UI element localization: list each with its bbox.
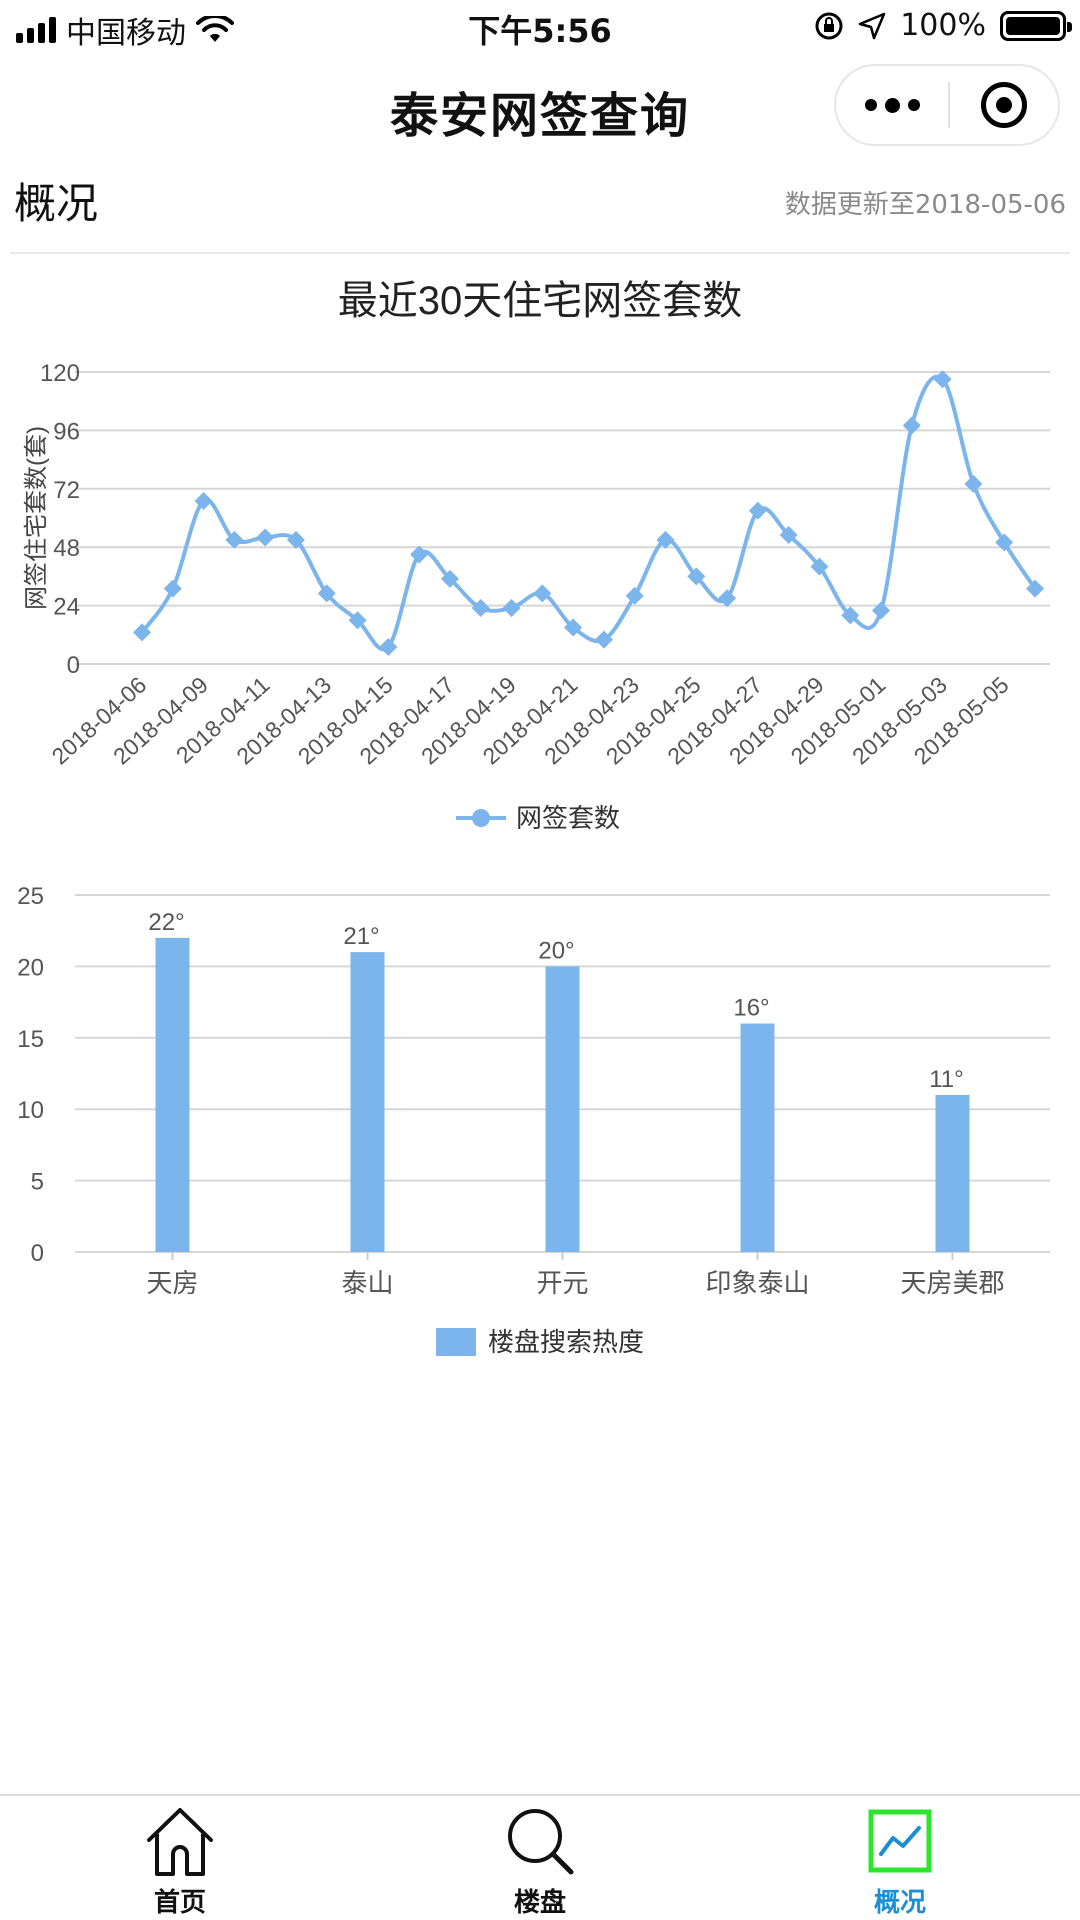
y-tick-label: 120 — [40, 360, 80, 387]
more-button[interactable] — [836, 66, 948, 144]
data-point — [964, 474, 983, 493]
data-point — [440, 569, 459, 588]
x-tick-label: 开元 — [536, 1268, 588, 1298]
x-tick-label: 泰山 — [341, 1268, 393, 1298]
legend-swatch — [436, 1328, 476, 1356]
bar — [155, 937, 190, 1252]
series-line-网签套数 — [140, 374, 1037, 652]
page-title: 泰安网签查询 — [389, 88, 690, 144]
y-tick-label: 48 — [53, 535, 80, 562]
overview-header: 概况 数据更新至2018-05-06 — [0, 160, 1080, 252]
search-icon — [508, 1809, 574, 1875]
y-tick-label: 24 — [53, 594, 80, 621]
data-point — [779, 526, 798, 545]
tab-home-label: 首页 — [153, 1888, 206, 1918]
y-tick-label: 25 — [17, 883, 44, 910]
line-chart: 最近30天住宅网签套数024487296120网签住宅套数(套)2018-04-… — [23, 279, 1050, 833]
signal-icon — [16, 17, 56, 43]
bar-chart: 0 5 10 15 20 25 22° 天房 21° 泰山 20° 开元 16° 印象泰山 11° 天房美郡楼… — [17, 883, 1050, 1357]
data-point — [718, 589, 737, 608]
updated-label: 数据更新至2018-05-06 — [784, 190, 1066, 220]
status-left: 中国移动 — [16, 8, 234, 52]
data-point — [194, 491, 213, 510]
data-point — [379, 637, 398, 656]
home-icon — [147, 1808, 213, 1876]
y-tick-label: 96 — [53, 418, 80, 445]
bar-data-label: 22° — [148, 909, 184, 936]
data-point — [502, 599, 521, 618]
data-point — [533, 584, 552, 603]
data-point — [256, 528, 275, 547]
tab-overview[interactable]: 概况 — [720, 1796, 1080, 1920]
battery-icon — [1000, 10, 1072, 41]
data-point — [594, 630, 613, 649]
tab-buildings[interactable]: 楼盘 — [360, 1796, 720, 1920]
y-tick-label: 0 — [31, 1240, 44, 1267]
legend-label: 网签套数 — [516, 803, 620, 833]
bar-data-label: 21° — [343, 923, 379, 950]
x-tick-label: 天房美郡 — [900, 1268, 1004, 1298]
carrier-label: 中国移动 — [66, 16, 186, 51]
data-point — [348, 611, 367, 630]
data-point — [748, 501, 767, 520]
bar — [545, 966, 580, 1252]
x-tick-label: 印象泰山 — [705, 1268, 809, 1298]
data-point — [656, 530, 675, 549]
data-point — [933, 370, 952, 389]
tab-bar: 首页 楼盘 概况 — [0, 1794, 1080, 1920]
x-tick-label: 天房 — [146, 1268, 198, 1298]
data-point — [317, 584, 336, 603]
line-chart-title: 最近30天住宅网签套数 — [338, 279, 743, 323]
data-point — [687, 567, 706, 586]
data-point — [902, 416, 921, 435]
data-point — [1026, 579, 1044, 598]
close-target-icon — [981, 82, 1027, 128]
nav-bar: 泰安网签查询 — [0, 54, 1080, 154]
wifi-icon — [196, 16, 234, 42]
location-arrow-icon — [858, 12, 886, 39]
y-tick-label: 5 — [31, 1169, 44, 1196]
status-bar: 中国移动 下午5:56 100% — [0, 0, 1080, 54]
data-point — [225, 530, 244, 549]
y-tick-label: 10 — [17, 1097, 44, 1124]
y-tick-label: 20 — [17, 954, 44, 981]
more-dots-icon — [864, 99, 877, 111]
data-point — [564, 618, 583, 637]
y-tick-label: 0 — [67, 652, 80, 679]
y-axis-label: 网签住宅套数(套) — [23, 426, 50, 610]
capsule-divider — [948, 82, 950, 128]
data-point — [410, 545, 429, 564]
data-point — [872, 601, 891, 620]
data-point — [286, 530, 305, 549]
trend-chart-icon — [868, 1809, 932, 1873]
mini-program-capsule — [834, 64, 1060, 146]
bar-data-label: 11° — [929, 1066, 964, 1093]
legend-marker — [472, 809, 490, 827]
bar — [935, 1094, 970, 1252]
data-point — [841, 606, 860, 625]
bar — [350, 952, 385, 1252]
bar — [740, 1023, 775, 1252]
bar-data-label: 20° — [538, 937, 574, 964]
status-time: 下午5:56 — [468, 12, 612, 50]
status-right: 100% — [814, 8, 1072, 43]
section-divider — [10, 252, 1070, 254]
data-point — [471, 599, 490, 618]
data-point — [810, 557, 829, 576]
overview-title: 概况 — [14, 179, 99, 228]
close-button[interactable] — [950, 66, 1058, 144]
tab-overview-label: 概况 — [873, 1888, 926, 1918]
battery-percent: 100% — [900, 8, 986, 43]
tab-home[interactable]: 首页 — [0, 1796, 360, 1920]
data-point — [133, 623, 151, 642]
rotation-lock-icon — [815, 12, 843, 39]
y-tick-label: 15 — [17, 1026, 44, 1053]
tab-buildings-label: 楼盘 — [513, 1888, 566, 1918]
data-point — [625, 586, 644, 605]
data-point — [995, 533, 1014, 552]
y-tick-label: 72 — [53, 477, 80, 504]
legend-label: 楼盘搜索热度 — [488, 1327, 644, 1357]
bar-data-label: 16° — [733, 995, 769, 1022]
data-point — [163, 579, 182, 598]
